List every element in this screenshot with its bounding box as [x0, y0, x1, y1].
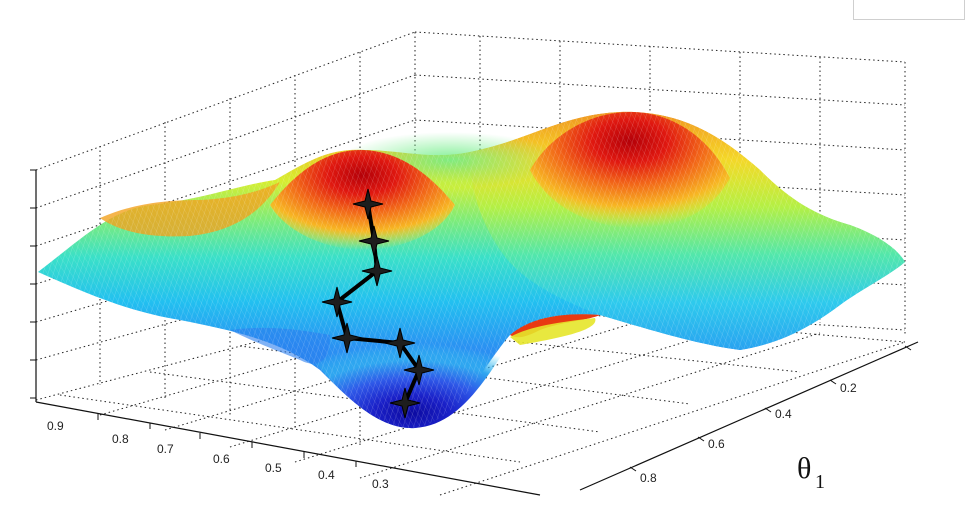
descent-step-marker-6	[403, 354, 435, 386]
y-tick-label: 0.8	[112, 432, 129, 446]
surface-mesh-2	[38, 111, 905, 429]
legend-box	[853, 0, 965, 20]
x-tick-label: 0.8	[640, 471, 657, 485]
y-axis: 0.9 0.8 0.7 0.6 0.5 0.4 0.3	[47, 414, 389, 491]
y-tick-label: 0.7	[157, 442, 174, 456]
y-tick-label: 0.9	[47, 419, 64, 433]
z-axis-ticks	[30, 169, 36, 399]
x-axis-label-symbol: θ	[797, 452, 811, 485]
descent-path	[321, 188, 435, 419]
x-tick-label: 0.4	[775, 407, 792, 421]
y-tick-label: 0.4	[318, 468, 335, 482]
surface-fold-under	[510, 318, 596, 345]
x-tick-label: 0.2	[840, 381, 857, 395]
descent-step-marker-0	[352, 188, 384, 220]
descent-step-marker-5	[384, 327, 416, 359]
surface	[38, 111, 905, 429]
descent-step-marker-7	[389, 387, 421, 419]
y-tick-label: 0.3	[372, 477, 389, 491]
x-axis: 0.2 0.4 0.6 0.8 θ 1	[629, 345, 912, 493]
descent-step-marker-3	[321, 286, 353, 318]
descent-step-marker-2	[361, 255, 393, 287]
descent-step-marker-1	[358, 225, 390, 257]
x-axis-label-subscript: 1	[815, 471, 825, 493]
y-tick-label: 0.5	[265, 461, 282, 475]
descent-step-marker-4	[331, 322, 363, 354]
y-tick-label: 0.6	[213, 452, 230, 466]
x-tick-label: 0.6	[708, 437, 725, 451]
